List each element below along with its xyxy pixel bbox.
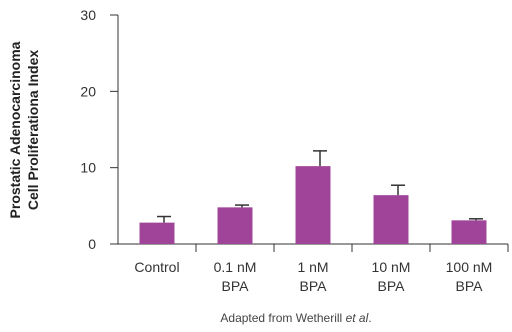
- x-category-label: BPA: [456, 278, 484, 294]
- bar: [451, 220, 487, 244]
- x-category-label: BPA: [222, 278, 250, 294]
- x-category-label: BPA: [300, 278, 328, 294]
- y-tick-label: 20: [80, 83, 96, 99]
- x-axis-labels: Control 0.1 nM BPA 1 nM BPA 10 nM BPA 100 nM BPA: [134, 259, 492, 294]
- bars: [139, 166, 487, 244]
- error-bars: [157, 150, 483, 223]
- y-tick-label: 0: [88, 236, 96, 252]
- x-category-label: BPA: [378, 278, 406, 294]
- bar: [373, 195, 409, 244]
- y-axis-ticks: 0 10 20 30: [80, 7, 118, 252]
- source-note-italic: et al: [346, 311, 369, 325]
- x-category-label: 1 nM: [297, 259, 328, 275]
- source-note-suffix: .: [368, 311, 371, 325]
- x-category-label: 10 nM: [372, 259, 411, 275]
- bar: [295, 166, 331, 244]
- y-axis-title-line: Cell Proliferationa Index: [25, 50, 41, 210]
- y-axis-title-line: Prostatic Adenocarcinoma: [7, 41, 23, 218]
- source-note-text: Adapted from Wetherill: [220, 311, 345, 325]
- source-note: Adapted from Wetherill et al.: [220, 311, 371, 325]
- y-tick-label: 10: [80, 160, 96, 176]
- y-tick-label: 30: [80, 7, 96, 23]
- x-category-label: Control: [134, 259, 179, 275]
- bar: [217, 207, 253, 244]
- x-category-label: 0.1 nM: [214, 259, 257, 275]
- x-category-label: 100 nM: [446, 259, 493, 275]
- bar: [139, 222, 175, 244]
- y-axis-title: Prostatic Adenocarcinoma Cell Proliferati…: [7, 41, 41, 218]
